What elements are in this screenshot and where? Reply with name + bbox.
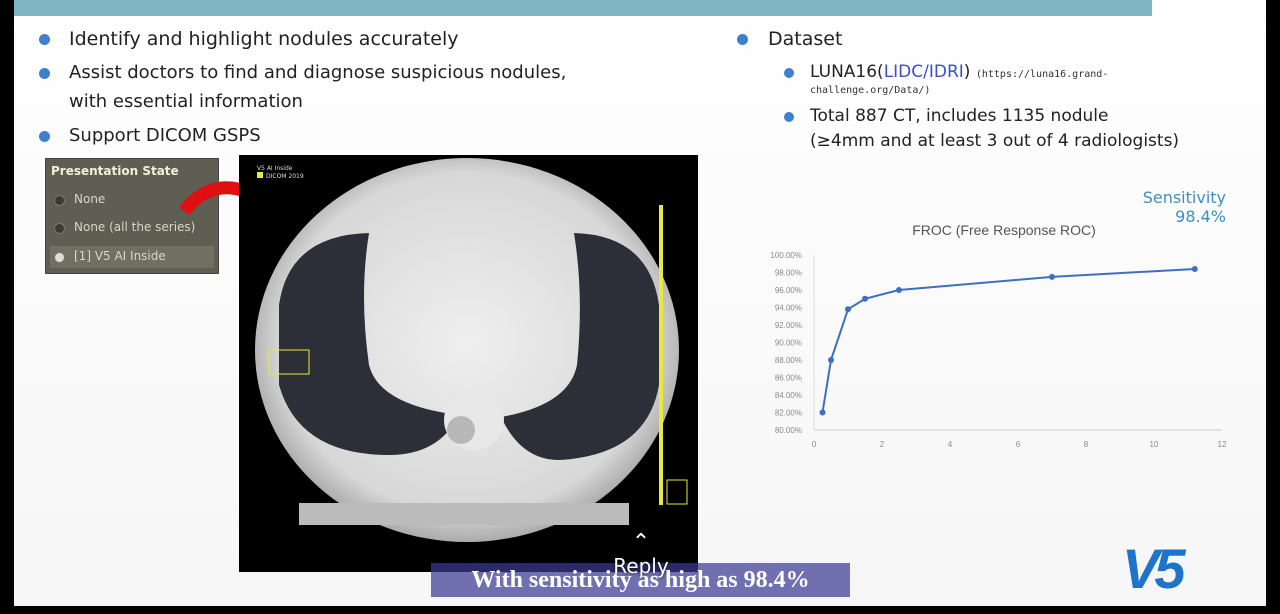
- v5-logo: V5: [1122, 537, 1185, 600]
- slide-header-bar: [14, 0, 1152, 16]
- chevron-up-icon[interactable]: ⌃: [631, 530, 651, 555]
- froc-data-point: [845, 306, 851, 313]
- luna-suffix: ): [963, 62, 971, 82]
- dataset-title: Dataset: [768, 28, 843, 50]
- froc-data-point: [819, 409, 826, 416]
- ps-option-label: [1] V5 AI Inside: [74, 249, 166, 263]
- ct-overlay-label-2: DICOM 2019: [266, 173, 304, 180]
- bullet-dot: [784, 112, 794, 122]
- ct-scan-graphic: [255, 158, 688, 542]
- lidc-link[interactable]: LIDC/IDRI: [883, 62, 964, 82]
- bullet-dot: [39, 68, 50, 79]
- radio-icon[interactable]: [54, 223, 65, 234]
- bullet-dot: [737, 34, 748, 45]
- x-tick-label: 6: [1016, 440, 1021, 449]
- radio-selected-icon[interactable]: [54, 252, 65, 263]
- y-tick-label: 82.00%: [775, 409, 802, 418]
- ps-option-none-all[interactable]: None (all the series): [50, 217, 214, 239]
- chart-title: FROC (Free Response ROC): [912, 222, 1096, 238]
- reply-label: Reply: [613, 554, 669, 578]
- ps-option-none[interactable]: None: [50, 189, 214, 211]
- bullet-dot: [784, 68, 794, 78]
- total-line-2: (≥4mm and at least 3 out of 4 radiologis…: [810, 131, 1180, 151]
- luna-url-1: (https://luna16.grand-: [975, 69, 1109, 80]
- radio-icon[interactable]: [54, 195, 65, 206]
- reply-button[interactable]: ⌃ Reply: [598, 530, 684, 579]
- y-tick-label: 92.00%: [775, 321, 802, 330]
- x-tick-label: 8: [1084, 440, 1089, 449]
- y-tick-label: 96.00%: [775, 286, 802, 295]
- ps-option-label: None: [74, 192, 106, 206]
- bullet-assist: Assist doctors to find and diagnose susp…: [69, 62, 567, 83]
- x-tick-label: 4: [948, 440, 953, 449]
- ct-overlay-label-1: V5 AI Inside: [257, 165, 293, 172]
- froc-series-line: [821, 268, 1195, 413]
- y-tick-label: 100.00%: [770, 251, 802, 260]
- presentation-state-title: Presentation State: [51, 164, 179, 178]
- froc-data-point: [862, 295, 868, 302]
- sensitivity-label: Sensitivity 98.4%: [1112, 188, 1226, 226]
- bullet-dicom: Support DICOM GSPS: [69, 125, 261, 146]
- x-tick-label: 10: [1150, 440, 1159, 449]
- luna-line: LUNA16(LIDC/IDRI) (https://luna16.grand-: [810, 62, 1108, 82]
- sensitivity-text: Sensitivity: [1142, 188, 1226, 207]
- y-tick-label: 86.00%: [775, 374, 802, 383]
- x-tick-label: 0: [812, 440, 817, 449]
- y-tick-label: 88.00%: [775, 356, 802, 365]
- froc-chart-svg: FROC (Free Response ROC) 80.00% 82.00% 84.0…: [770, 222, 1227, 449]
- sensitivity-value: 98.4%: [1175, 207, 1226, 226]
- froc-data-point: [896, 287, 902, 293]
- x-tick-label: 12: [1218, 440, 1227, 449]
- luna-prefix: LUNA16(: [810, 62, 884, 82]
- luna-url-2: challenge.org/Data/): [810, 85, 931, 96]
- presentation-state-panel: Presentation State None None (all the se…: [45, 158, 219, 274]
- total-line-1: Total 887 CT, includes 1135 nodule: [810, 106, 1109, 126]
- froc-data-point: [828, 357, 834, 363]
- froc-data-point: [1191, 266, 1198, 272]
- y-tick-label: 80.00%: [775, 426, 802, 435]
- ps-option-label: None (all the series): [74, 220, 196, 234]
- subtitle-caption: With sensitivity as high as 98.4%: [431, 563, 850, 597]
- ct-scan-image: V5 AI Inside DICOM 2019: [239, 155, 698, 572]
- ct-overlay-labels: V5 AI Inside DICOM 2019: [257, 165, 304, 180]
- y-tick-label: 94.00%: [775, 304, 802, 313]
- froc-data-point: [1049, 273, 1055, 280]
- y-tick-label: 90.00%: [775, 339, 802, 348]
- bullet-assist-continuation: with essential information: [69, 91, 303, 112]
- bullet-dot: [39, 34, 50, 45]
- froc-chart: FROC (Free Response ROC) 80.00% 82.00% 84.0…: [734, 180, 1234, 450]
- presentation-slide: Identify and highlight nodules accuratel…: [14, 0, 1266, 606]
- y-tick-label: 84.00%: [775, 391, 802, 400]
- bullet-identify: Identify and highlight nodules accuratel…: [69, 28, 459, 50]
- y-tick-label: 98.00%: [775, 269, 802, 278]
- x-tick-label: 2: [880, 440, 885, 449]
- overlay-color-icon: [257, 172, 263, 178]
- ps-option-v5[interactable]: [1] V5 AI Inside: [50, 246, 214, 268]
- bullet-dot: [39, 131, 50, 142]
